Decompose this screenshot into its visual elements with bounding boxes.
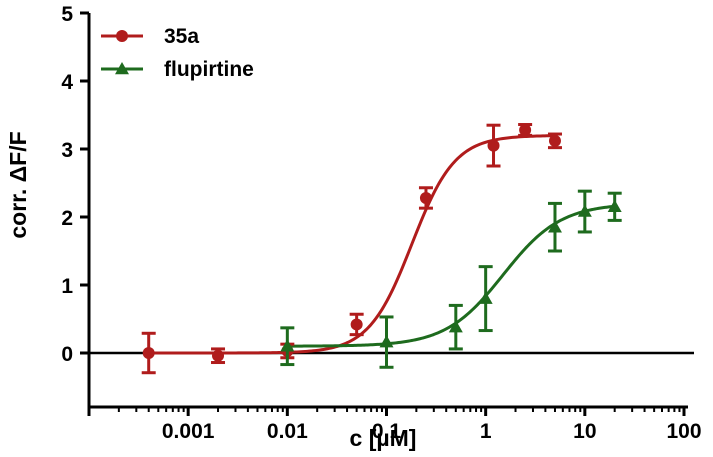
y-tick-label: 0 <box>61 343 73 366</box>
fit-curve-flupirtine <box>287 204 615 348</box>
data-point-flupirtine <box>448 320 463 333</box>
x-tick-label: 100 <box>666 420 701 443</box>
legend-label-flupirtine: flupirtine <box>164 58 254 81</box>
data-points <box>141 123 622 375</box>
data-point-flupirtine <box>379 335 394 348</box>
data-point-flupirtine <box>478 291 493 304</box>
legend: 35a flupirtine <box>101 25 254 81</box>
y-tick-label: 3 <box>61 139 73 162</box>
data-point-35a <box>519 123 532 136</box>
fit-curve-35a <box>148 134 556 355</box>
legend-label-35a: 35a <box>164 25 199 48</box>
x-axis-title: c [µM] <box>350 425 417 451</box>
x-tick-label: 1 <box>480 420 492 443</box>
data-point-flupirtine <box>280 339 295 352</box>
data-point-35a <box>487 139 500 152</box>
y-tick-label: 1 <box>61 275 73 298</box>
y-tick-label: 4 <box>61 71 73 94</box>
data-point-35a <box>350 318 363 331</box>
x-tick-label: 0.1 <box>372 420 402 443</box>
y-tick-label: 5 <box>61 3 73 26</box>
data-point-35a <box>142 347 155 359</box>
x-tick-label: 0.001 <box>162 420 215 443</box>
data-point-flupirtine <box>577 204 592 217</box>
x-tick-label: 0.01 <box>267 420 308 443</box>
x-tick-label: 10 <box>573 420 596 443</box>
y-tick-label: 2 <box>61 207 73 230</box>
data-point-35a <box>212 349 225 362</box>
legend-marker-flupirtine <box>115 62 129 75</box>
data-point-flupirtine <box>607 199 622 213</box>
axes: 0 1 2 3 4 5 0.001 0.01 0.1 1 10 100 <box>61 3 701 443</box>
data-point-35a <box>419 191 432 204</box>
data-point-flupirtine <box>547 220 562 233</box>
fit-curves <box>148 134 615 355</box>
y-axis-title: corr. ΔF/F <box>5 131 31 238</box>
data-point-35a <box>548 134 561 147</box>
legend-marker-35a <box>116 30 128 42</box>
